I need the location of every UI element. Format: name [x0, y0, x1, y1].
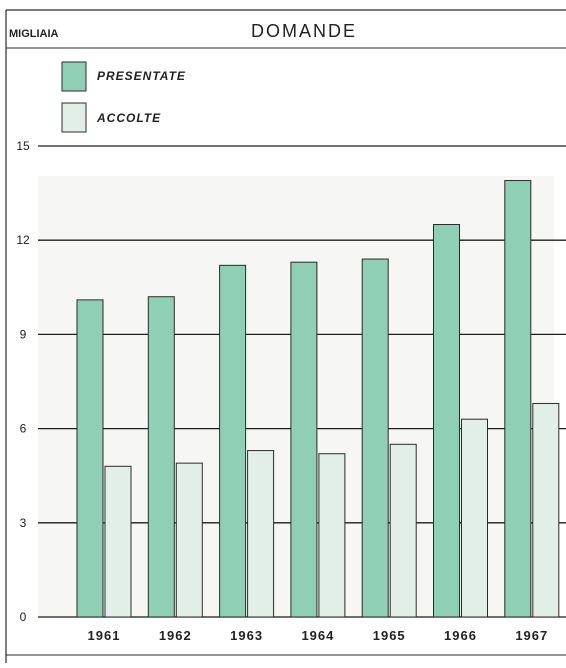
x-tick-label: 1965 — [373, 628, 406, 643]
y-tick-label: 3 — [20, 516, 27, 530]
legend-label-presentate: PRESENTATE — [97, 69, 186, 83]
y-tick-label: 9 — [20, 327, 27, 341]
chart-title: DOMANDE — [251, 21, 357, 41]
bars — [76, 180, 560, 618]
x-tick-label: 1963 — [230, 628, 263, 643]
bar-presentate-1967 — [504, 180, 532, 618]
bar-accolte-1963 — [247, 450, 275, 618]
x-tick-label: 1961 — [88, 628, 121, 643]
x-tick-label: 1967 — [515, 628, 548, 643]
bar-presentate-1961 — [76, 299, 104, 618]
legend-swatch-accolte — [61, 102, 87, 133]
x-tick-labels: 1961 1962 1963 1964 1965 1966 1967 — [88, 628, 548, 643]
bar-presentate-1963 — [219, 264, 247, 618]
bar-accolte-1961 — [104, 465, 132, 618]
bar-accolte-1966 — [461, 418, 488, 618]
x-tick-label: 1966 — [444, 628, 477, 643]
y-tick-label: 15 — [16, 139, 30, 153]
y-tick-labels: 0 3 6 9 12 15 — [16, 139, 30, 624]
x-tick-label: 1964 — [301, 628, 334, 643]
bar-accolte-1964 — [318, 453, 346, 618]
bar-accolte-1965 — [389, 443, 417, 618]
legend-swatch-presentate — [61, 61, 87, 92]
y-tick-label: 6 — [20, 422, 27, 436]
y-tick-label: 0 — [20, 610, 27, 624]
y-tick-label: 12 — [16, 233, 30, 247]
bar-presentate-1962 — [147, 296, 175, 618]
bar-accolte-1962 — [175, 462, 203, 618]
x-tick-label: 1962 — [159, 628, 192, 643]
bar-accolte-1967 — [532, 402, 560, 618]
legend-label-accolte: ACCOLTE — [96, 111, 161, 125]
legend: PRESENTATE ACCOLTE — [61, 61, 186, 133]
bar-presentate-1964 — [290, 261, 318, 618]
bar-presentate-1965 — [361, 258, 389, 618]
y-axis-label: MIGLIAIA — [9, 28, 59, 40]
bar-presentate-1966 — [433, 224, 460, 618]
